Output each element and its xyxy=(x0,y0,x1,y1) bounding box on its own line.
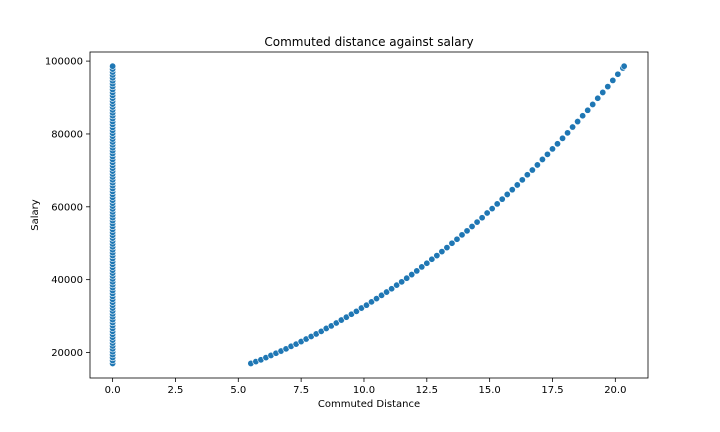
scatter-point xyxy=(398,278,406,286)
scatter-point xyxy=(584,106,592,114)
scatter-point xyxy=(513,181,521,189)
scatter-point xyxy=(493,200,501,208)
scatter-point xyxy=(538,155,546,163)
scatter-point xyxy=(614,70,622,78)
scatter-point xyxy=(373,295,381,303)
scatter-point xyxy=(109,62,117,70)
scatter-point xyxy=(403,274,411,282)
scatter-point xyxy=(569,123,577,131)
y-tick-label: 20000 xyxy=(51,348,83,359)
scatter-point xyxy=(528,166,536,174)
x-tick-label: 20.0 xyxy=(604,385,626,396)
scatter-point xyxy=(368,298,376,306)
y-axis-label: Salary xyxy=(30,199,41,230)
x-tick-label: 10.0 xyxy=(353,385,375,396)
y-tick-label: 40000 xyxy=(51,275,83,286)
scatter-point xyxy=(574,118,582,126)
scatter-point xyxy=(428,255,436,263)
scatter-point xyxy=(362,301,370,309)
scatter-point xyxy=(609,76,617,84)
scatter-point xyxy=(423,259,431,267)
x-tick-label: 2.5 xyxy=(168,385,184,396)
scatter-point xyxy=(508,186,516,194)
chart-title: Commuted distance against salary xyxy=(264,35,473,49)
scatter-point xyxy=(503,190,511,198)
scatter-point xyxy=(523,171,531,179)
y-axis-ticks: 20000 40000 60000 80000 100000 xyxy=(45,57,90,359)
scatter-point xyxy=(383,288,391,296)
scatter-point xyxy=(433,252,441,260)
scatter-point xyxy=(594,94,602,102)
scatter-point xyxy=(533,161,541,169)
scatter-point xyxy=(554,140,562,148)
scatter-point xyxy=(483,209,491,217)
x-axis-ticks: 0.0 2.5 5.0 7.5 10.0 12.5 15.0 17.5 20.0 xyxy=(105,378,626,396)
scatter-point xyxy=(463,227,471,235)
scatter-point xyxy=(579,112,587,120)
y-tick-label: 80000 xyxy=(51,129,83,140)
scatter-point xyxy=(473,218,481,226)
scatter-point xyxy=(478,214,486,222)
x-tick-label: 7.5 xyxy=(293,385,309,396)
scatter-point xyxy=(498,195,506,203)
scatter-point xyxy=(453,235,461,243)
x-tick-label: 5.0 xyxy=(230,385,246,396)
scatter-point xyxy=(559,134,567,142)
scatter-point xyxy=(543,150,551,158)
scatter-point xyxy=(438,248,446,256)
scatter-point xyxy=(458,231,466,239)
scatter-point xyxy=(413,267,421,275)
scatter-point xyxy=(604,83,612,91)
x-tick-label: 15.0 xyxy=(479,385,501,396)
scatter-point xyxy=(418,263,426,271)
y-tick-label: 60000 xyxy=(51,202,83,213)
data-points xyxy=(109,62,628,367)
x-axis-label: Commuted Distance xyxy=(318,399,420,410)
scatter-point xyxy=(548,145,556,153)
x-tick-label: 0.0 xyxy=(105,385,121,396)
scatter-point xyxy=(599,88,607,96)
scatter-point xyxy=(518,176,526,184)
scatter-point xyxy=(488,205,496,213)
scatter-point xyxy=(443,244,451,252)
scatter-point xyxy=(408,271,416,279)
x-tick-label: 17.5 xyxy=(541,385,563,396)
scatter-point xyxy=(589,100,597,108)
scatter-point xyxy=(393,281,401,289)
plot-frame xyxy=(89,51,649,379)
x-tick-label: 12.5 xyxy=(416,385,438,396)
scatter-point xyxy=(378,291,386,299)
y-tick-label: 100000 xyxy=(45,57,83,68)
scatter-point xyxy=(388,285,396,293)
scatter-point xyxy=(620,62,628,70)
scatter-point xyxy=(448,239,456,247)
scatter-point xyxy=(352,307,360,315)
scatter-point xyxy=(564,129,572,137)
scatter-point xyxy=(468,222,476,230)
